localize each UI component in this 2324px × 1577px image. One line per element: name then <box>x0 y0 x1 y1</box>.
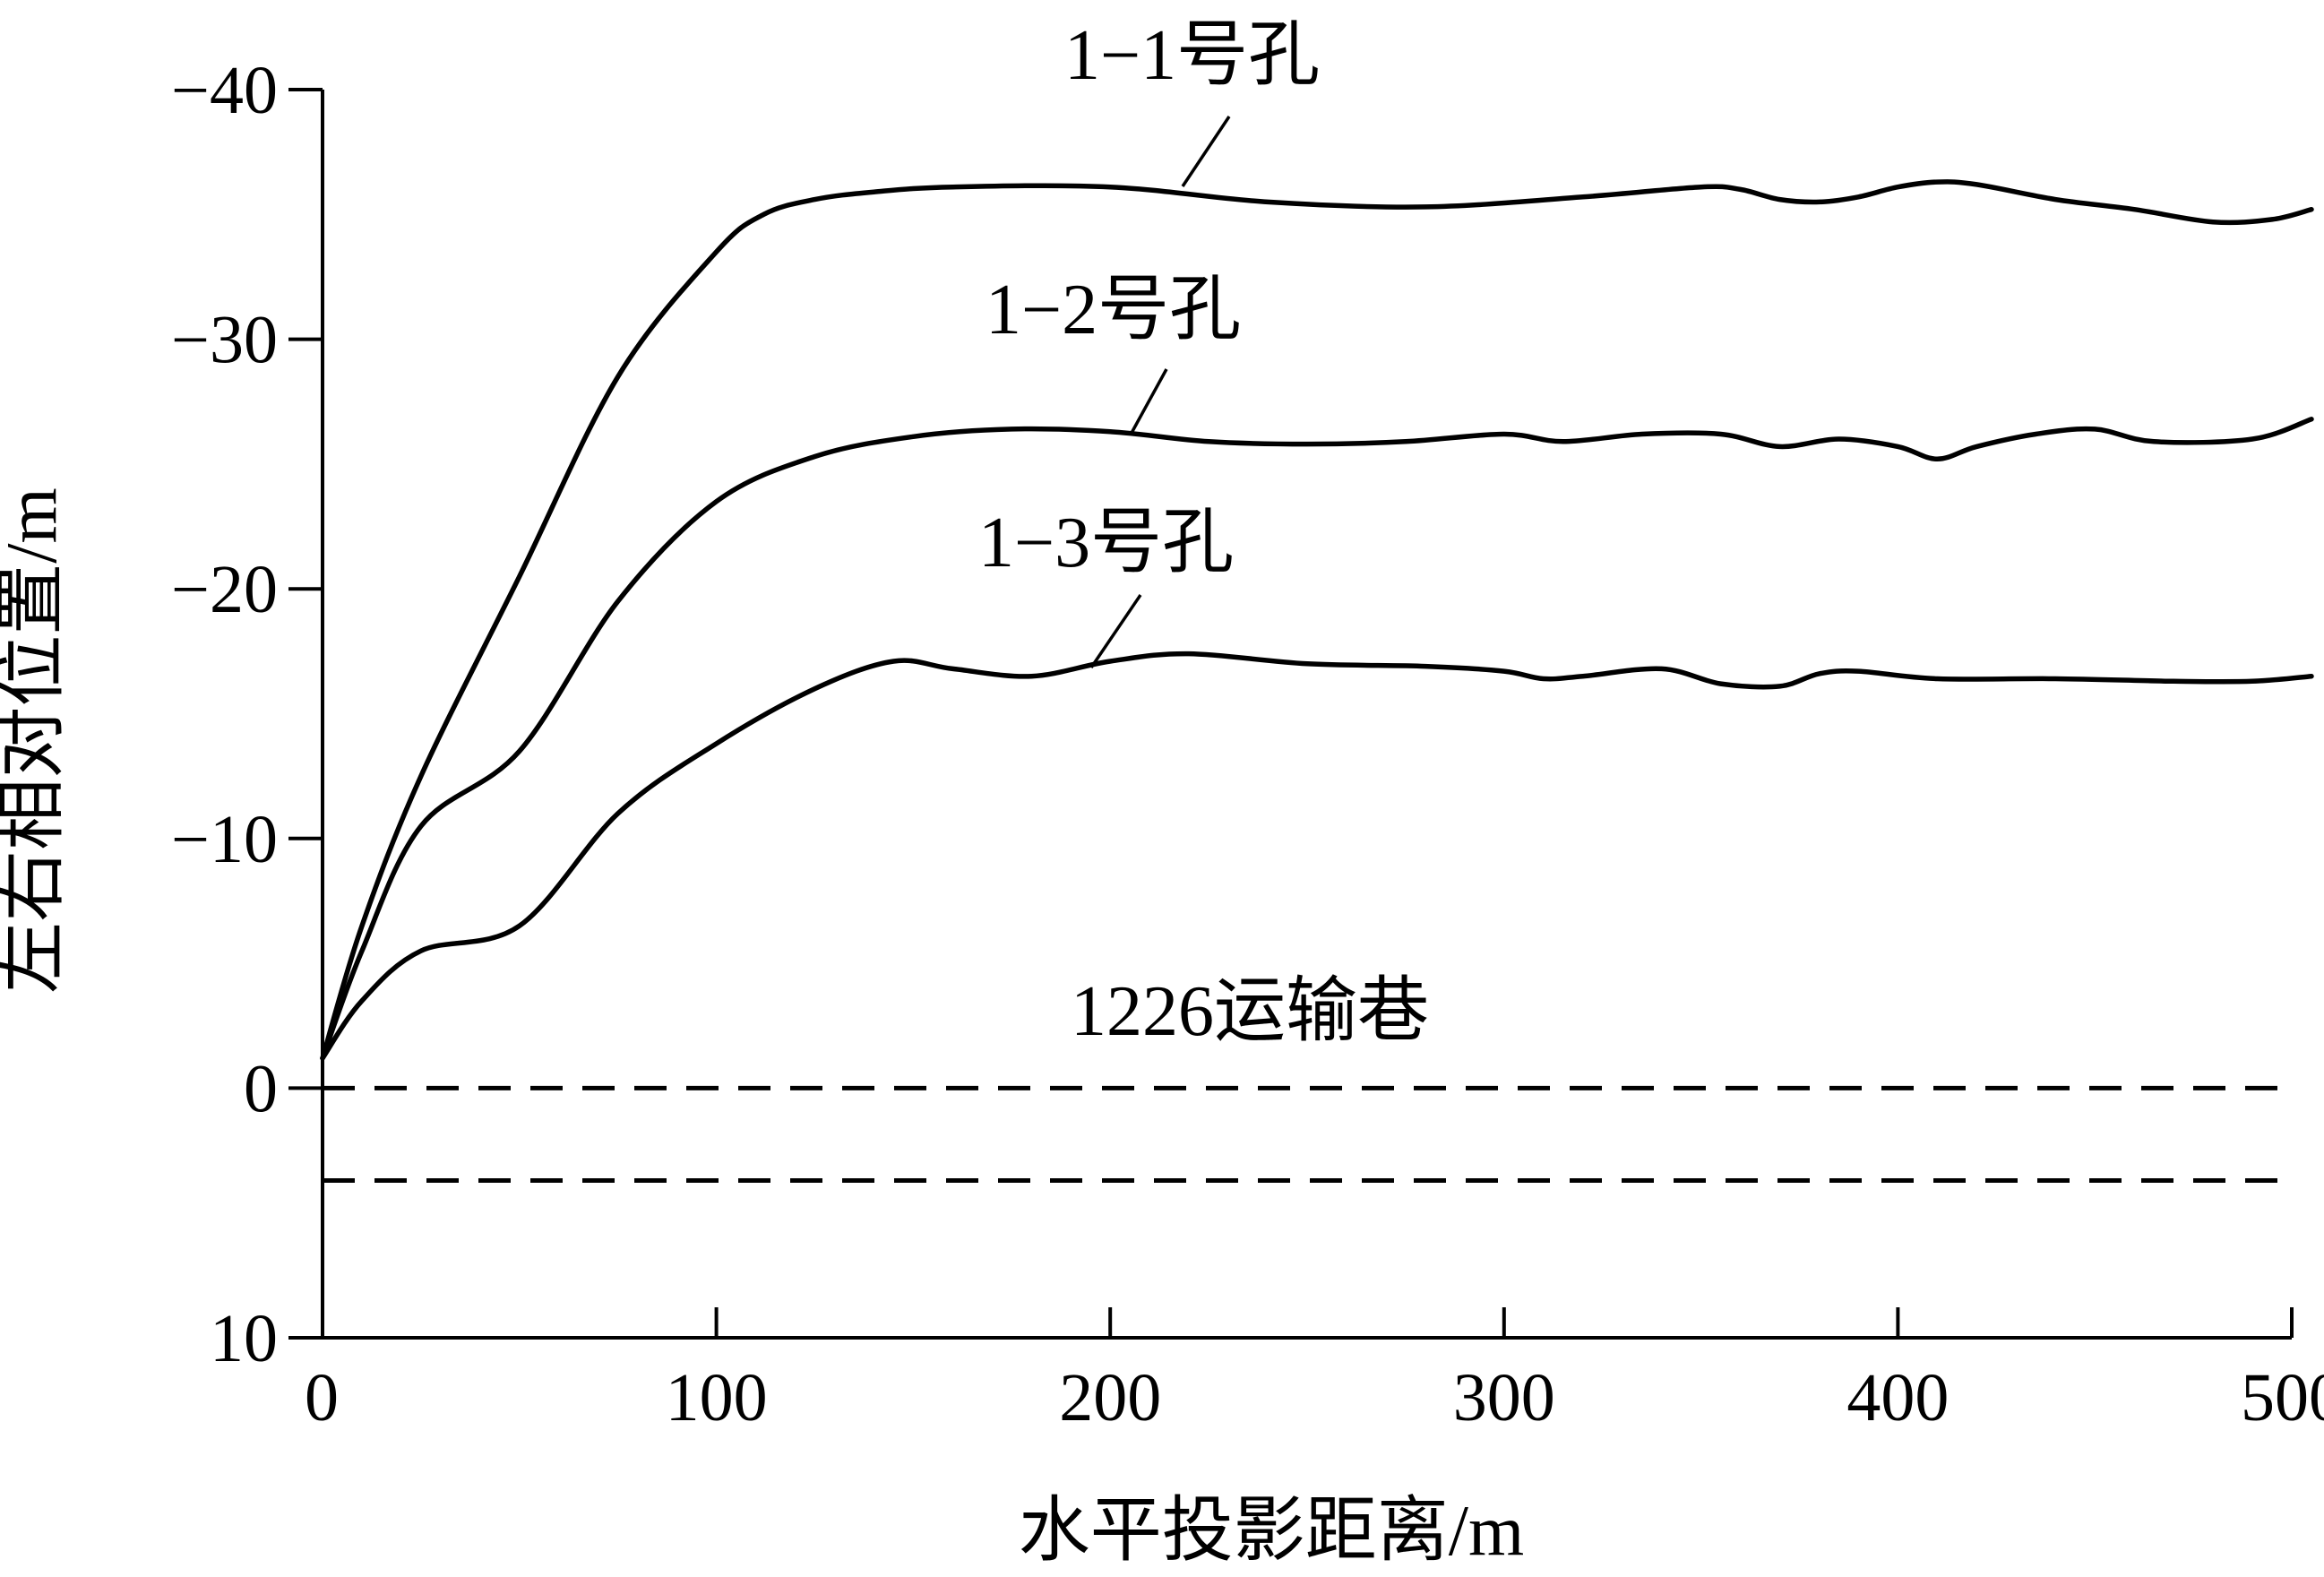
series-line-2 <box>320 417 2314 1061</box>
leader-line-1 <box>1181 116 1231 187</box>
y-tick-label: −40 <box>171 53 278 128</box>
series-label-2: 1−2号孔 <box>986 271 1241 349</box>
y-tick-label: −10 <box>171 802 278 877</box>
x-tick-label: 0 <box>305 1360 339 1435</box>
tick-marks <box>288 88 2294 1340</box>
x-axis-title: 水平投影距离/m <box>1019 1492 1524 1571</box>
series-line-3 <box>320 651 2314 1061</box>
x-tick-label: 500 <box>2241 1360 2324 1435</box>
series-label-3: 1−3号孔 <box>978 504 1234 582</box>
series-line-1 <box>320 179 2314 1061</box>
series-lines <box>320 179 2314 1061</box>
y-tick-label: −30 <box>171 303 278 378</box>
roadway-lines <box>323 1085 2292 1183</box>
x-tick-label: 300 <box>1453 1360 1555 1435</box>
axes <box>321 90 2292 1340</box>
leader-line-2 <box>1129 368 1168 435</box>
y-tick-label: 10 <box>210 1301 278 1376</box>
y-tick-label: 0 <box>244 1051 278 1126</box>
label-leader-lines <box>1089 116 1231 668</box>
leader-line-3 <box>1089 594 1142 668</box>
roadway-label: 1226运输巷 <box>1071 972 1429 1051</box>
x-tick-label: 200 <box>1059 1360 1161 1435</box>
tick-labels: −40−30−20−100100100200300400500 <box>171 53 2324 1435</box>
x-tick-label: 100 <box>666 1360 768 1435</box>
x-tick-label: 400 <box>1846 1360 1949 1435</box>
y-tick-label: −20 <box>171 552 278 627</box>
y-axis-title: 左右相对位置/m <box>0 487 72 993</box>
series-label-1: 1−1号孔 <box>1064 16 1320 95</box>
series-labels: 1−1号孔 1−2号孔 1−3号孔 1226运输巷 <box>978 16 1429 1051</box>
